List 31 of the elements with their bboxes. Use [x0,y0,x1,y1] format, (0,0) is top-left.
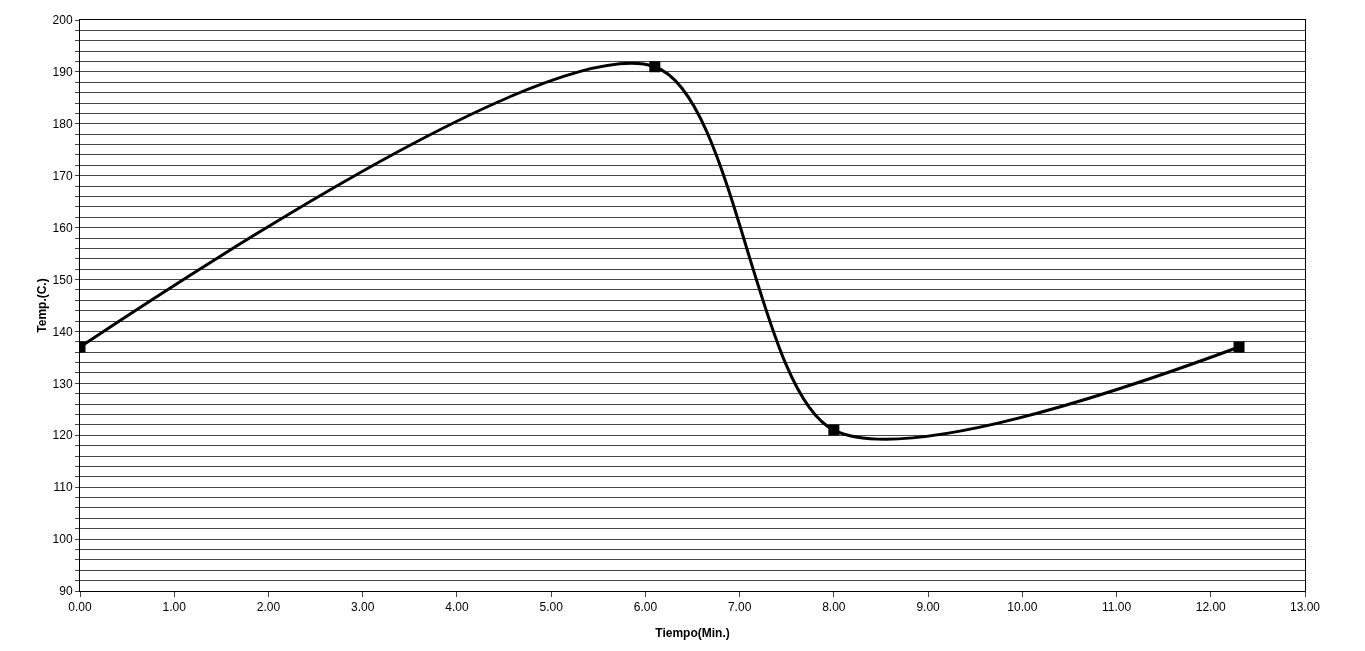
y-tick-label: 130 [52,376,73,391]
x-tick-label: 8.00 [822,600,846,615]
x-tick-label: 13.00 [1289,600,1321,615]
x-tick-label: 11.00 [1101,600,1132,615]
point [828,424,840,436]
x-tick-label: 1.00 [162,600,187,615]
point [649,61,661,73]
x-tick-label: 12.00 [1195,600,1227,615]
y-tick-label: 150 [52,272,73,287]
y-tick-label: 140 [52,324,73,339]
point [1233,341,1245,353]
y-tick-label: 180 [52,117,73,132]
x-tick-label: 6.00 [633,600,658,615]
x-tick-label: 10.00 [1007,600,1038,615]
y-tick-label: 90 [59,584,73,599]
x-tick-label: 4.00 [445,600,469,615]
x-tick-label: 7.00 [727,600,752,615]
x-tick-label: 3.00 [351,600,375,615]
y-tick-label: 160 [52,220,73,235]
y-axis-title: Temp.(C.) [35,278,49,333]
y-tick-label: 170 [52,168,73,183]
y-tick-label: 110 [53,480,73,495]
y-tick-label: 200 [52,13,73,28]
x-tick-label: 5.00 [539,600,564,615]
y-tick-label: 100 [52,532,73,547]
x-tick-label: 2.00 [256,600,281,615]
y-tick-label: 190 [52,65,73,80]
y-tick-label: 120 [52,428,73,443]
x-axis-title: Tiempo(Min.) [655,626,730,640]
x-tick-label: 9.00 [916,600,941,615]
x-tick-label: 0.00 [68,600,92,615]
